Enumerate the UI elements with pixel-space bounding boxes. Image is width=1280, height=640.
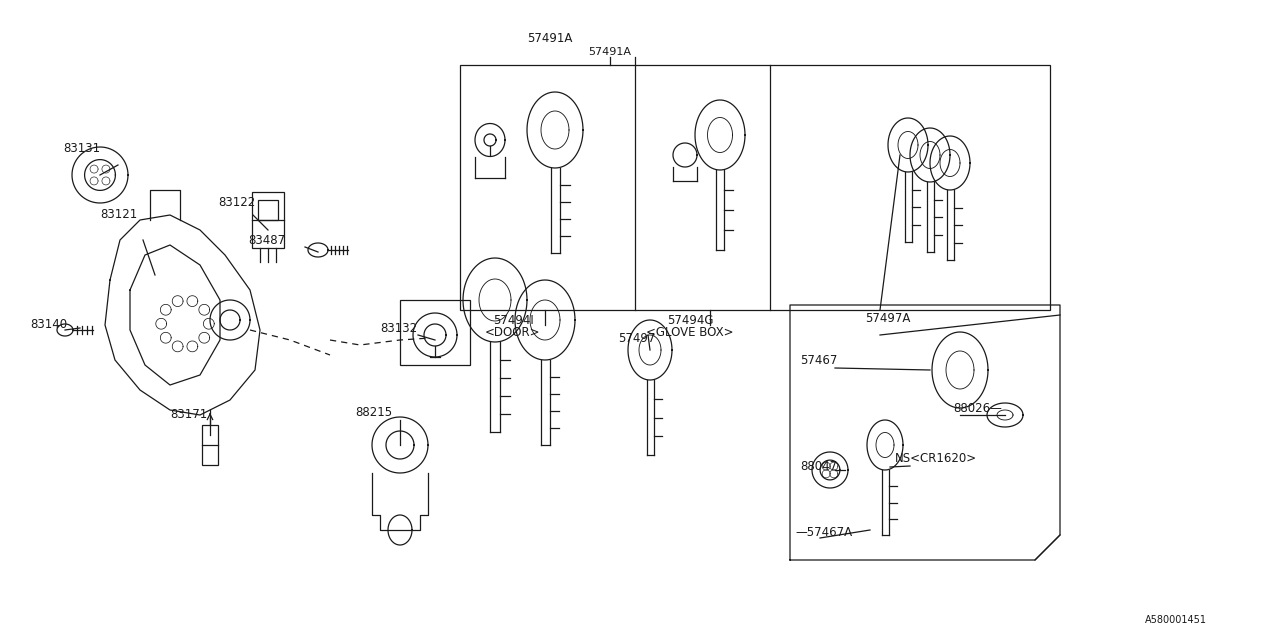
Text: 57494I: 57494I xyxy=(493,314,534,326)
Text: <GLOVE BOX>: <GLOVE BOX> xyxy=(646,326,733,339)
Text: 88215: 88215 xyxy=(355,406,392,419)
Text: 88047: 88047 xyxy=(800,460,837,472)
Text: NS<CR1620>: NS<CR1620> xyxy=(895,451,977,465)
Text: 83171: 83171 xyxy=(170,408,207,422)
Bar xyxy=(399,300,470,365)
Text: 83131: 83131 xyxy=(63,141,100,154)
Text: 83140: 83140 xyxy=(29,319,67,332)
Text: 83487: 83487 xyxy=(248,234,285,246)
Text: 83122: 83122 xyxy=(218,195,255,209)
Text: 88026—: 88026— xyxy=(954,401,1002,415)
Text: <DOOR>: <DOOR> xyxy=(485,326,540,339)
Text: —57467A: —57467A xyxy=(795,525,852,538)
Text: 57491A: 57491A xyxy=(527,31,572,45)
Text: 57491A: 57491A xyxy=(589,47,631,57)
Text: 83132: 83132 xyxy=(380,321,417,335)
Text: 57467: 57467 xyxy=(800,353,837,367)
Text: 57497: 57497 xyxy=(618,332,655,344)
Text: 57494G: 57494G xyxy=(667,314,713,326)
Text: 83121: 83121 xyxy=(100,209,137,221)
Bar xyxy=(460,65,1050,310)
Bar xyxy=(202,425,218,465)
Bar xyxy=(259,200,278,220)
Bar xyxy=(252,192,284,248)
Text: 57497A: 57497A xyxy=(865,312,910,324)
Text: A580001451: A580001451 xyxy=(1146,615,1207,625)
